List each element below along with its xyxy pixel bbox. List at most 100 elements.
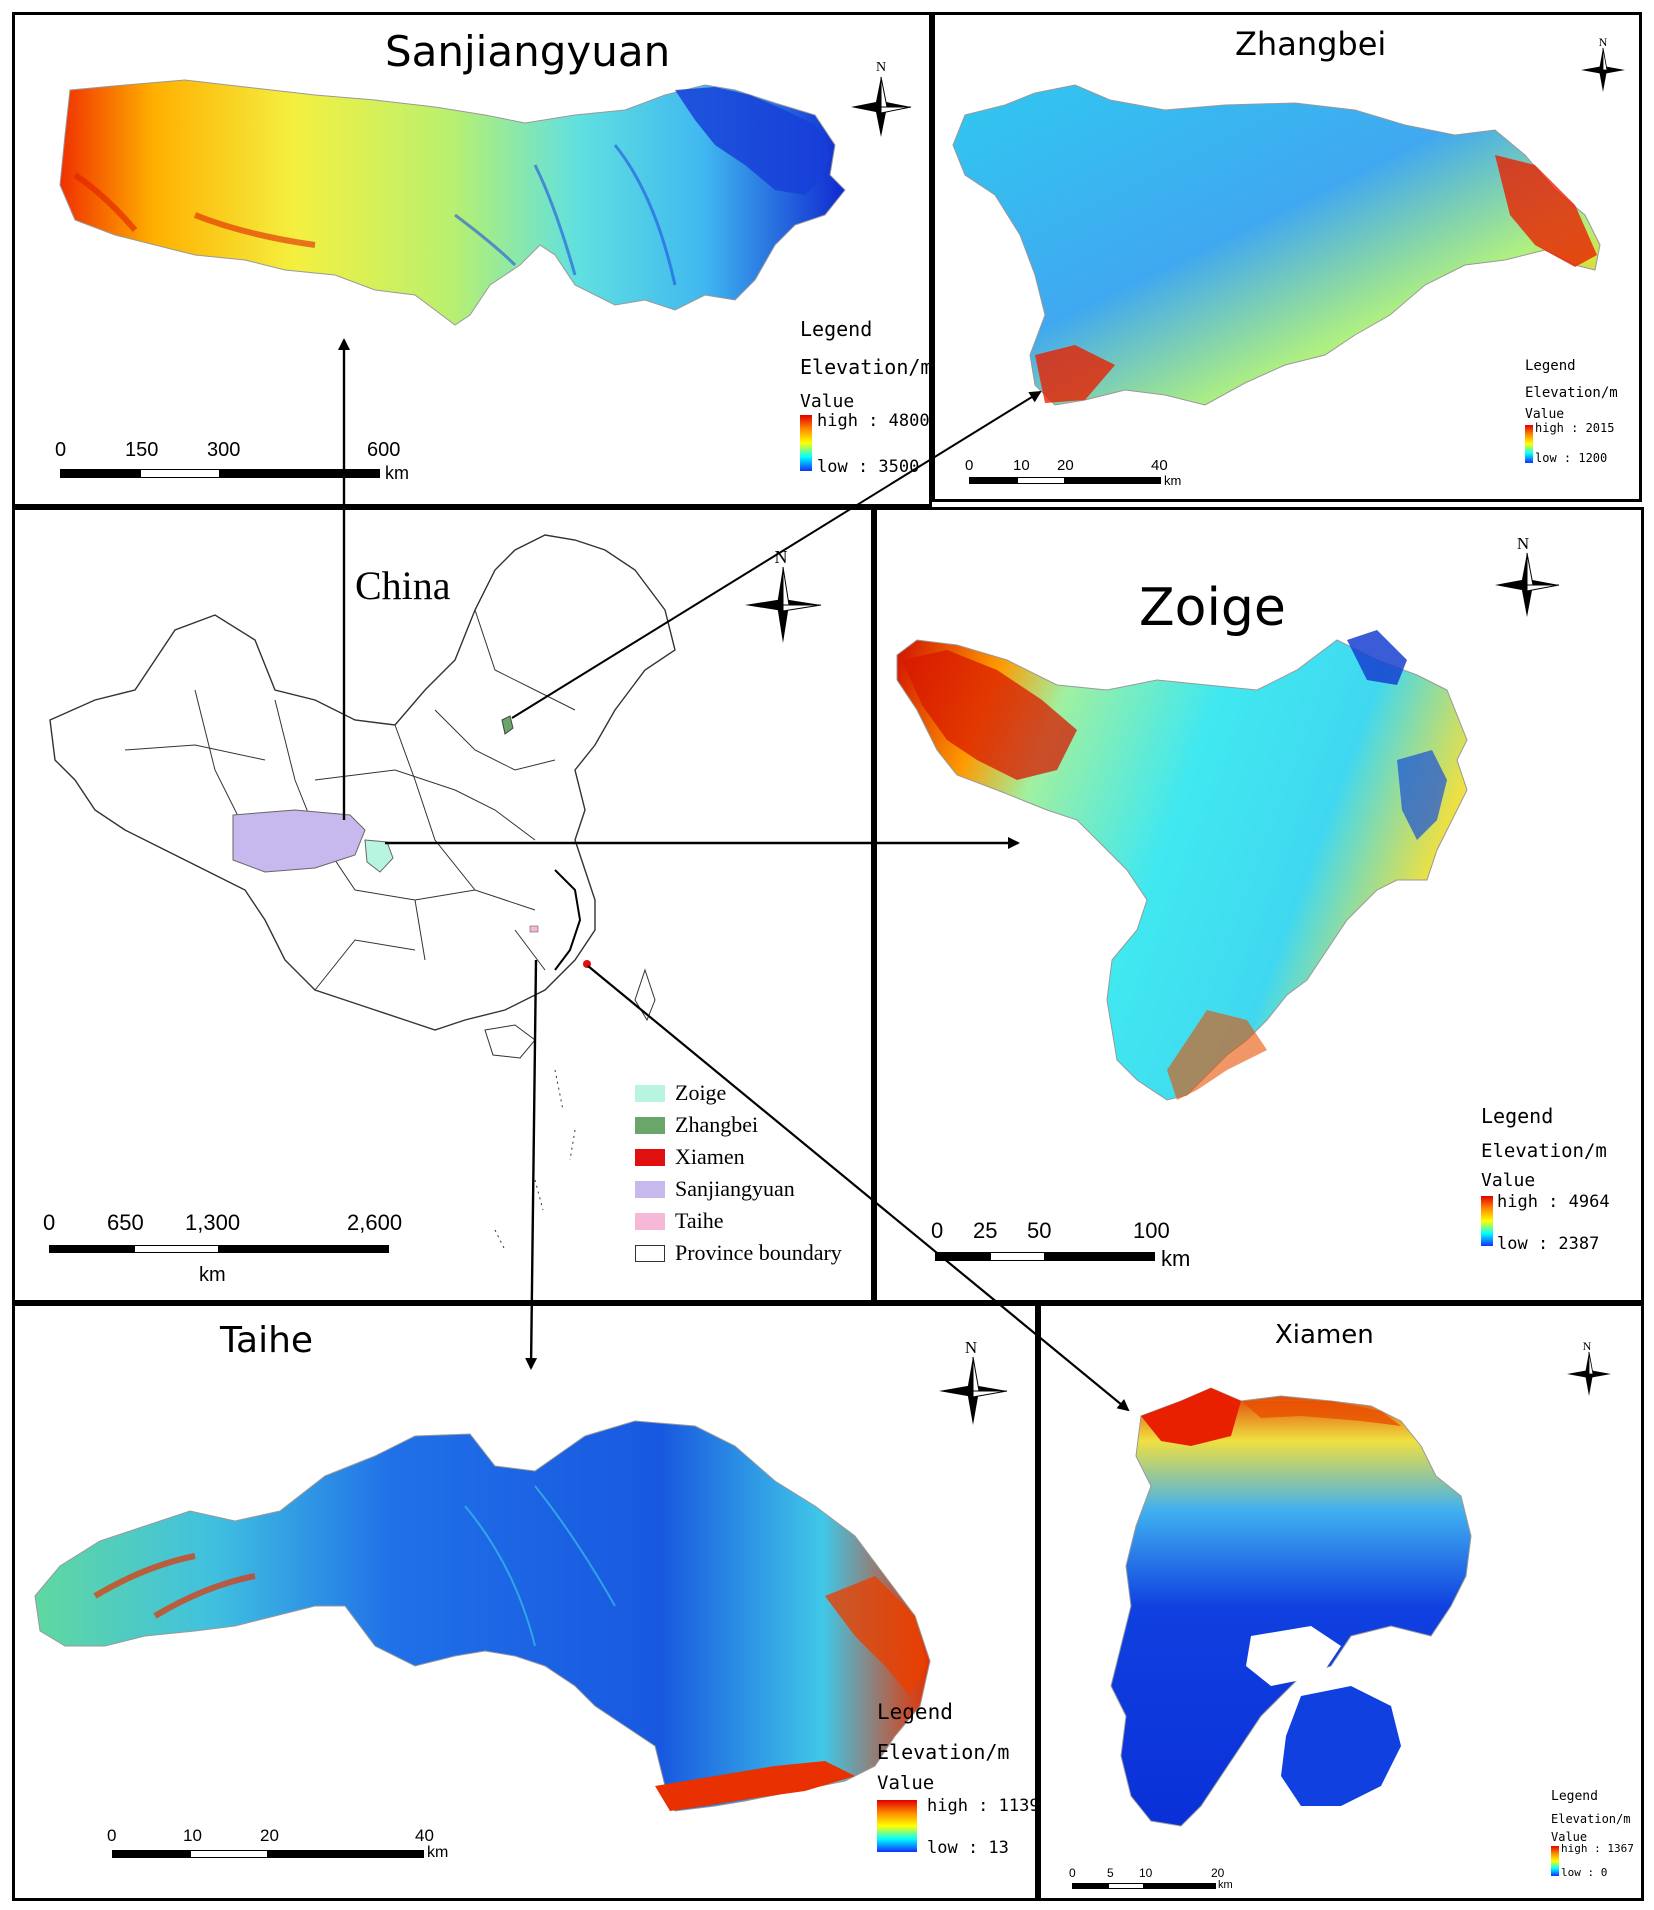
scale-tick: 20 (1211, 1866, 1225, 1880)
scale-tick: 2,600 (347, 1210, 403, 1235)
legend-label-xiamen: Xiamen (675, 1144, 745, 1169)
scale-tick: 25 (973, 1218, 998, 1243)
scale-tick: 600 (367, 439, 401, 461)
svg-text:N: N (1599, 35, 1608, 49)
scale-tick: 300 (207, 439, 241, 461)
legend-label-sanjiangyuan: Sanjiangyuan (675, 1176, 795, 1201)
panel-title: Zoige (1139, 578, 1286, 638)
legend-swatch-taihe (635, 1213, 665, 1230)
scale-tick: 650 (107, 1210, 144, 1235)
scale-tick: 0 (43, 1210, 56, 1235)
north-arrow: N (1495, 534, 1560, 617)
scale-tick: 20 (260, 1826, 279, 1845)
panel-zoige: Zoige N Legend Elevation/m Value high : … (874, 507, 1644, 1303)
legend-field: Elevation/m (877, 1740, 1010, 1764)
scale-tick: 0 (107, 1826, 117, 1845)
scale-tick: 10 (1139, 1866, 1153, 1880)
legend-swatch-province-boundary (635, 1245, 665, 1262)
scale-tick: 5 (1107, 1866, 1114, 1880)
svg-text:N: N (965, 1338, 977, 1357)
scale-tick: 10 (183, 1826, 202, 1845)
north-arrow: N (1581, 35, 1625, 92)
scale-unit: km (1218, 1879, 1233, 1891)
scale-unit: km (1164, 473, 1182, 488)
scale-unit: km (1161, 1246, 1191, 1271)
scale-tick: 40 (1151, 457, 1168, 474)
scale-tick: 40 (415, 1826, 434, 1845)
panel-sanjiangyuan: Sanjiangyuan N Legend Elevation/m Value … (12, 12, 932, 507)
legend-label-zhangbei: Zhangbei (675, 1112, 759, 1137)
legend-label-province-boundary: Province boundary (675, 1240, 842, 1265)
legend-field: Elevation/m (1525, 385, 1618, 401)
scale-tick: 0 (1069, 1866, 1076, 1880)
legend-title: Legend (877, 1700, 953, 1724)
legend-value-label: Value (877, 1772, 935, 1794)
panel-taihe: Taihe N Legend Elevation/m Value high : … (12, 1303, 1038, 1901)
scale-tick: 50 (1027, 1218, 1052, 1243)
legend-value-label: Value (1481, 1170, 1536, 1191)
sanjiangyuan-elevation-map: N (59, 60, 912, 326)
legend-label-taihe: Taihe (675, 1208, 724, 1233)
north-arrow: N (1567, 1339, 1611, 1396)
panel-title: China (355, 563, 451, 608)
elevation-color-ramp (1481, 1196, 1493, 1246)
scale-unit: km (199, 1264, 226, 1286)
svg-text:N: N (775, 547, 788, 567)
scale-unit: km (385, 463, 409, 483)
legend-low: low : 13 (927, 1838, 1009, 1858)
elevation-color-ramp (1551, 1846, 1559, 1876)
legend-value-label: Value (1551, 1830, 1588, 1844)
zhangbei-elevation-map: N (952, 35, 1625, 406)
legend-high: high : 4800 (817, 411, 930, 431)
legend-low: low : 3500 (817, 457, 920, 477)
scale-tick: 100 (1133, 1218, 1170, 1243)
legend-swatch-xiamen (635, 1149, 665, 1166)
xiamen-elevation-map: N (1110, 1339, 1611, 1827)
panel-xiamen: Xiamen N Legend Elevation/m Value high :… (1038, 1303, 1644, 1901)
scale-tick: 10 (1013, 457, 1030, 474)
panel-china: China N Zoige Zhan (12, 507, 874, 1303)
scale-tick: 150 (125, 439, 159, 461)
legend-high: high : 1139 (927, 1796, 1038, 1816)
legend-title: Legend (1551, 1789, 1598, 1804)
panel-title: Zhangbei (1235, 25, 1387, 63)
legend-high: high : 4964 (1497, 1192, 1610, 1212)
legend-high: high : 1367 (1561, 1842, 1634, 1855)
elevation-color-ramp (877, 1800, 917, 1852)
legend-field: Elevation/m (1481, 1140, 1607, 1162)
north-label: N (876, 60, 886, 75)
legend-field: Elevation/m (1551, 1812, 1631, 1826)
panel-title: Sanjiangyuan (385, 27, 671, 76)
scale-unit: km (427, 1844, 449, 1861)
legend-title: Legend (800, 317, 873, 341)
legend-high: high : 2015 (1535, 421, 1615, 435)
panel-title: Xiamen (1275, 1320, 1374, 1350)
elevation-color-ramp (800, 415, 812, 471)
legend-title: Legend (1525, 358, 1576, 374)
legend-low: low : 1200 (1535, 451, 1608, 465)
legend-value-label: Value (1525, 407, 1565, 422)
scale-tick: 0 (931, 1218, 944, 1243)
legend-low: low : 2387 (1497, 1234, 1600, 1254)
scale-tick: 0 (55, 439, 67, 461)
panel-zhangbei: Zhangbei N Legend Elevation/m Value high… (932, 12, 1642, 502)
north-arrow: N (851, 60, 912, 137)
legend-value-label: Value (800, 391, 855, 412)
north-arrow: N (939, 1338, 1008, 1425)
scale-tick: 0 (965, 457, 974, 474)
north-arrow: N (745, 547, 822, 643)
panel-title: Taihe (220, 1320, 314, 1361)
legend-swatch-zhangbei (635, 1117, 665, 1134)
svg-text:N: N (1517, 534, 1529, 553)
scale-tick: 1,300 (185, 1210, 241, 1235)
svg-text:N: N (1583, 1339, 1592, 1353)
elevation-color-ramp (1525, 425, 1533, 463)
legend-field: Elevation/m (800, 355, 932, 379)
legend-swatch-zoige (635, 1085, 665, 1102)
legend-title: Legend (1481, 1104, 1554, 1128)
legend-label-zoige: Zoige (675, 1080, 727, 1105)
legend-low: low : 0 (1561, 1866, 1608, 1879)
scale-tick: 20 (1057, 457, 1074, 474)
legend-swatch-sanjiangyuan (635, 1181, 665, 1198)
